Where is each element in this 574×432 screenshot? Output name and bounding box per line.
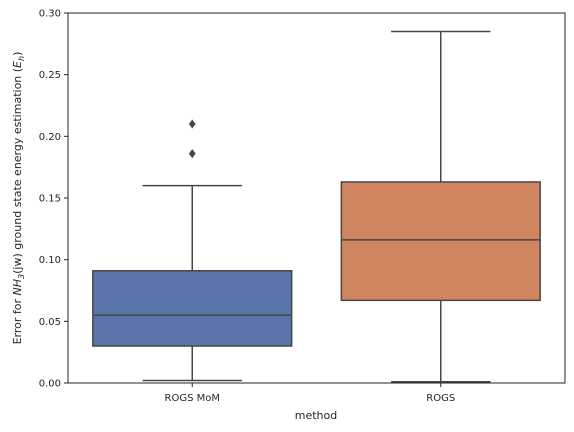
iqr-box (92, 270, 293, 347)
x-axis-label: method (295, 409, 337, 422)
y-tick-label: 0.30 (39, 9, 61, 20)
outlier-point (188, 149, 196, 159)
y-axis-label: Error for NH3(jw) ground state energy es… (11, 52, 26, 345)
iqr-box (340, 181, 541, 302)
x-tick-label: ROGS MoM (165, 393, 220, 404)
y-tick-label: 0.20 (39, 132, 61, 143)
x-tick-label: ROGS (426, 393, 455, 404)
y-tick-label: 0.10 (39, 255, 61, 266)
y-tick-label: 0.25 (39, 70, 61, 81)
y-tick-label: 0.15 (39, 194, 61, 205)
box-group (340, 30, 541, 383)
y-tick-label: 0.05 (39, 317, 61, 328)
box-group (92, 119, 293, 382)
outlier-point (188, 119, 196, 129)
y-tick-label: 0.00 (39, 379, 61, 390)
x-axis: ROGS MoM ROGS (165, 383, 455, 404)
boxes-layer (92, 30, 541, 383)
y-axis: 0.00 0.05 0.10 0.15 0.20 0.25 0.30 (39, 9, 68, 390)
